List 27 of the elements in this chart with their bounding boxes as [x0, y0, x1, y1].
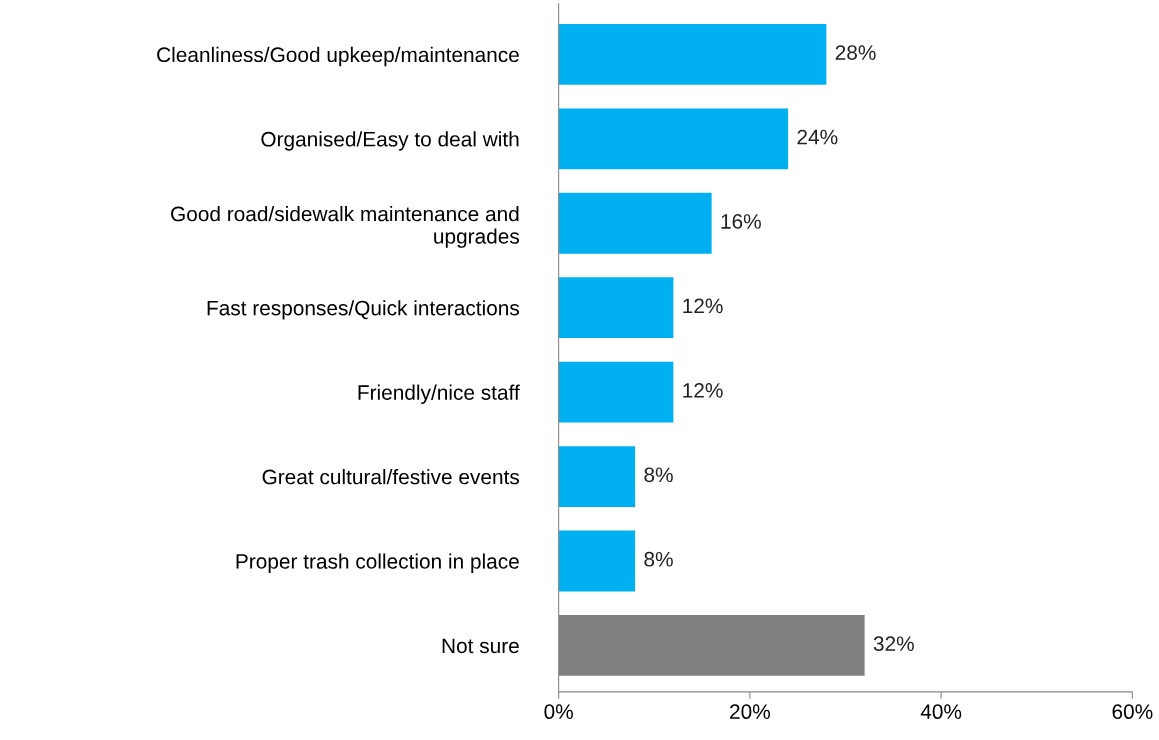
bar — [558, 108, 789, 170]
data-label: 12% — [683, 298, 723, 314]
y-tick-label: Friendly/nice staff — [358, 384, 520, 404]
data-label: 32% — [873, 636, 914, 652]
data-label: 8% — [644, 467, 673, 483]
x-tick-label: 40% — [920, 704, 962, 720]
y-tick-label: Great cultural/festive events — [262, 469, 520, 485]
x-tick-label: 20% — [730, 704, 770, 720]
bar — [558, 277, 674, 339]
bar — [558, 530, 636, 592]
x-tick-label: 0% — [544, 704, 573, 720]
bar — [558, 446, 636, 507]
data-label: 28% — [835, 45, 876, 60]
data-label: 8% — [644, 551, 673, 567]
bar — [558, 23, 827, 85]
x-tick-label: 60% — [1112, 704, 1153, 720]
y-tick-label: Not sure — [442, 638, 519, 654]
y-tick-label: Proper trash collection in place — [236, 553, 519, 573]
data-label: 16% — [721, 214, 761, 229]
y-tick-label: Good road/sidewalk maintenance and upgrades — [171, 205, 520, 248]
data-label: 24% — [797, 129, 838, 145]
bar — [558, 361, 674, 423]
y-tick-label: Fast responses/Quick interactions — [207, 300, 520, 320]
bar — [558, 192, 712, 254]
data-label: 12% — [683, 382, 723, 398]
y-tick-label: Cleanliness/Good upkeep/maintenance — [157, 46, 519, 67]
y-tick-label: Organised/Easy to deal with — [261, 131, 519, 151]
